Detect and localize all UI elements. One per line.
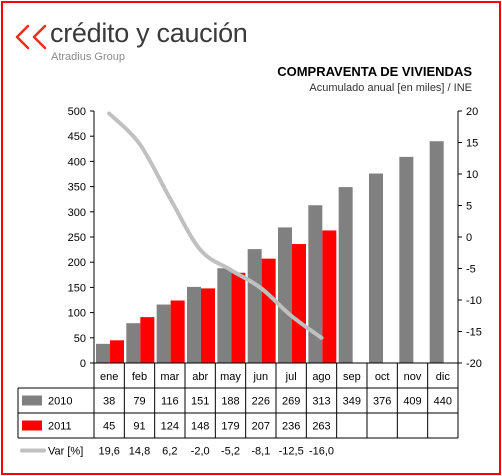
table-cell-value: 207 bbox=[252, 421, 270, 433]
y2-tick-label: 0 bbox=[466, 232, 472, 244]
bar-2011 bbox=[201, 288, 215, 363]
table-cell-value: 116 bbox=[161, 396, 179, 408]
bar-2010 bbox=[278, 227, 292, 363]
category-label: jul bbox=[285, 371, 297, 383]
brand-name: crédito y caución bbox=[50, 18, 248, 48]
category-label: nov bbox=[404, 371, 422, 383]
y2-tick-label: -20 bbox=[466, 358, 482, 370]
table-cell-value: -16,0 bbox=[309, 446, 334, 458]
bar-2010 bbox=[247, 249, 262, 363]
bar-2010 bbox=[338, 187, 353, 363]
brand-chevron-icon bbox=[15, 24, 47, 50]
bar-2010 bbox=[429, 141, 444, 363]
y-tick-label: 500 bbox=[68, 106, 86, 118]
table-cell-value: -8,1 bbox=[251, 446, 270, 458]
data-table: ene feb mar abr may jun jul ago sep oct nov dic 2010… bbox=[17, 362, 459, 458]
legend-label: 2011 bbox=[48, 421, 72, 433]
table-cell-value: -12,5 bbox=[279, 446, 304, 458]
category-label: sep bbox=[343, 371, 361, 383]
table-cell-value: 269 bbox=[282, 396, 300, 408]
bar-2011 bbox=[110, 340, 124, 363]
bar-2011 bbox=[292, 244, 306, 363]
table-cell-value: 19,6 bbox=[98, 446, 119, 458]
category-label: abr bbox=[192, 371, 208, 383]
bar-2011 bbox=[322, 230, 337, 363]
legend-label: Var [%] bbox=[48, 446, 83, 458]
bar-2010 bbox=[126, 323, 141, 363]
y2-tick-label: -15 bbox=[466, 327, 482, 339]
category-label: oct bbox=[375, 371, 390, 383]
y2-tick-label: -10 bbox=[466, 295, 482, 307]
table-cell-value: 349 bbox=[343, 396, 361, 408]
bar-2010 bbox=[96, 343, 110, 363]
table-cell-value: 236 bbox=[282, 421, 300, 433]
table-cell-value: 376 bbox=[373, 396, 391, 408]
var-line-path bbox=[107, 111, 324, 340]
category-label: may bbox=[220, 371, 241, 383]
table-cell-value: 45 bbox=[103, 421, 115, 433]
bar-2010 bbox=[156, 304, 171, 363]
y2-tick-label: -5 bbox=[466, 264, 476, 276]
category-label: ago bbox=[312, 371, 330, 383]
table-cell-value: 179 bbox=[221, 421, 239, 433]
y-tick-label: 100 bbox=[68, 308, 86, 320]
y-tick-label: 250 bbox=[68, 232, 86, 244]
table-cell-value: 79 bbox=[133, 396, 145, 408]
axes: 050100150200250300350400450500-20-15-10-… bbox=[68, 106, 482, 370]
y-tick-label: 0 bbox=[80, 358, 86, 370]
y2-tick-label: 10 bbox=[466, 169, 478, 181]
bars bbox=[96, 141, 444, 363]
legend-label: 2010 bbox=[48, 396, 72, 408]
y-tick-label: 450 bbox=[68, 131, 86, 143]
bar-2010 bbox=[187, 286, 201, 363]
table-cell-value: 6,2 bbox=[162, 446, 177, 458]
bar-2011 bbox=[261, 258, 276, 363]
table-cell-value: 91 bbox=[133, 421, 145, 433]
legend-key-2011 bbox=[22, 420, 42, 431]
y-tick-label: 400 bbox=[68, 156, 86, 168]
category-label: feb bbox=[132, 371, 147, 383]
table-cell-value: -5,2 bbox=[221, 446, 240, 458]
table-cell-value: 409 bbox=[403, 396, 421, 408]
y-tick-label: 300 bbox=[68, 207, 86, 219]
bar-2010 bbox=[369, 173, 383, 363]
table-cell-value: 226 bbox=[252, 396, 270, 408]
bar-2011 bbox=[140, 317, 155, 363]
bar-2010 bbox=[308, 205, 323, 363]
table-cell-value: 148 bbox=[191, 421, 209, 433]
table-cell-value: 313 bbox=[312, 396, 330, 408]
table-cell-value: 263 bbox=[312, 421, 330, 433]
brand-subtitle: Atradius Group bbox=[51, 51, 125, 63]
y-tick-label: 50 bbox=[74, 333, 86, 345]
table-cell-value: 188 bbox=[221, 396, 239, 408]
y-tick-label: 200 bbox=[68, 257, 86, 269]
y-tick-label: 350 bbox=[68, 182, 86, 194]
table-cell-value: 440 bbox=[434, 396, 452, 408]
bar-2011 bbox=[231, 272, 246, 363]
legend-key-2010 bbox=[22, 395, 42, 406]
bar-2010 bbox=[217, 268, 232, 363]
table-cell-value: 151 bbox=[191, 396, 209, 408]
y2-tick-label: 20 bbox=[466, 106, 478, 118]
y-tick-label: 150 bbox=[68, 282, 86, 294]
table-cell-value: 14,8 bbox=[129, 446, 150, 458]
table-cell-value: -2,0 bbox=[191, 446, 210, 458]
y2-tick-label: 15 bbox=[466, 138, 478, 150]
category-label: jun bbox=[252, 371, 268, 383]
category-label: ene bbox=[100, 371, 118, 383]
chart-subtitle: Acumulado anual [en miles] / INE bbox=[309, 82, 472, 94]
bar-2011 bbox=[170, 300, 185, 363]
category-label: mar bbox=[160, 371, 179, 383]
var-line bbox=[107, 111, 324, 340]
table-cell-value: 124 bbox=[161, 421, 179, 433]
chart-title: COMPRAVENTA DE VIVIENDAS bbox=[277, 64, 472, 79]
y2-tick-label: 5 bbox=[466, 201, 472, 213]
table-cell-value: 38 bbox=[103, 396, 115, 408]
bar-2010 bbox=[399, 156, 414, 363]
category-label: dic bbox=[436, 371, 451, 383]
